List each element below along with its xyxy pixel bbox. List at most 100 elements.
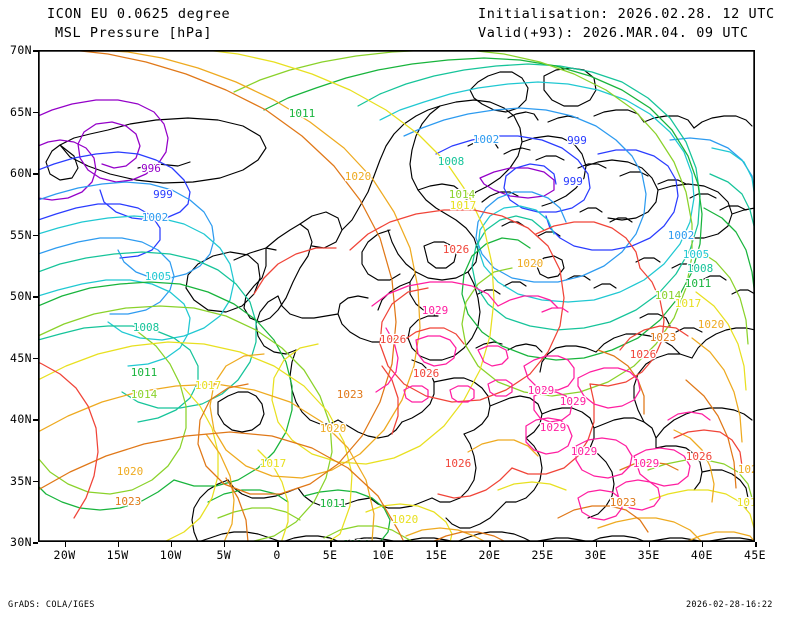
contour-label: 1017 xyxy=(675,297,702,310)
contour-label: 1020 xyxy=(738,463,755,476)
latitude-tick-label: 70N xyxy=(10,43,32,57)
contour-1008 xyxy=(38,63,755,423)
contour-1023 xyxy=(38,50,737,542)
longitude-tick-label: 5W xyxy=(216,548,232,562)
contour-label: 1029 xyxy=(560,395,587,408)
render-timestamp: 2026-02-28-16:22 xyxy=(686,600,773,610)
map-frame xyxy=(38,50,755,542)
contour-label: 1014 xyxy=(131,388,158,401)
contour-999 xyxy=(38,135,679,259)
latitude-tick-mark xyxy=(33,173,38,175)
contour-label: 1008 xyxy=(438,155,465,168)
contour-1020 xyxy=(38,50,755,542)
contour-label: 1011 xyxy=(131,366,158,379)
longitude-tick-label: 0 xyxy=(273,548,281,562)
longitude-tick-label: 20W xyxy=(53,548,76,562)
contour-label: 1017 xyxy=(195,379,222,392)
contour-label: 1026 xyxy=(686,450,713,463)
contour-label: 1029 xyxy=(571,445,598,458)
contour-label: 1017 xyxy=(737,496,755,509)
latitude-tick-label: 60N xyxy=(10,166,32,180)
contour-label: 1002 xyxy=(668,229,695,242)
longitude-tick-label: 10W xyxy=(159,548,182,562)
longitude-tick-mark xyxy=(648,542,651,547)
contour-1026 xyxy=(38,209,743,519)
longitude-tick-mark xyxy=(223,542,226,547)
longitude-tick-mark xyxy=(595,542,598,547)
contour-label: 1029 xyxy=(633,457,660,470)
longitude-tick-label: 45E xyxy=(744,548,766,562)
contour-label: 1023 xyxy=(610,496,637,509)
contour-label: 1017 xyxy=(450,199,477,212)
latitude-tick-label: 40N xyxy=(10,412,32,426)
contour-label: 1023 xyxy=(650,331,677,344)
longitude-tick-mark xyxy=(383,542,385,547)
longitude-tick-mark xyxy=(170,542,173,547)
latitude-tick-mark xyxy=(33,234,38,236)
longitude-tick-label: 40E xyxy=(690,548,713,562)
contour-label: 1026 xyxy=(413,367,440,380)
contour-label: 1023 xyxy=(337,388,364,401)
contour-label: 1026 xyxy=(443,243,470,256)
latitude-tick-label: 45N xyxy=(10,350,32,365)
contour-label: 1029 xyxy=(540,421,567,434)
latitude-tick-mark xyxy=(33,111,38,113)
coastlines-layer xyxy=(45,67,755,542)
contour-label: 1014 xyxy=(449,188,476,201)
contour-label: 1005 xyxy=(145,270,172,283)
contour-1005 xyxy=(38,81,755,367)
contour-label: 1026 xyxy=(445,457,472,470)
contour-label: 999 xyxy=(153,188,173,201)
longitude-tick-mark xyxy=(436,542,438,547)
contour-1014 xyxy=(38,50,753,542)
contour-label: 1008 xyxy=(133,321,160,334)
longitude-tick-label: 5E xyxy=(322,548,338,562)
contour-label: 1026 xyxy=(380,333,407,346)
contour-label: 1017 xyxy=(260,457,287,470)
longitude-tick-mark xyxy=(755,542,757,547)
contour-label: 1020 xyxy=(117,465,144,478)
field-title: MSL Pressure [hPa] xyxy=(55,25,213,41)
latitude-tick-label: 55N xyxy=(10,227,32,242)
latitude-tick-label: 50N xyxy=(10,289,32,303)
contour-label: 999 xyxy=(563,175,583,188)
grads-credit: GrADS: COLA/IGES xyxy=(8,600,95,610)
contour-layer xyxy=(38,50,755,542)
longitude-tick-label: 15W xyxy=(106,548,129,562)
contour-1011 xyxy=(38,57,755,542)
longitude-tick-mark xyxy=(489,542,491,547)
contour-label: 999 xyxy=(567,134,587,147)
longitude-tick-mark xyxy=(277,542,279,547)
contour-label: 1020 xyxy=(517,257,544,270)
contour-label: 1011 xyxy=(289,107,316,120)
longitude-tick-mark xyxy=(701,542,704,547)
contour-1002 xyxy=(38,107,755,315)
longitude-tick-mark xyxy=(542,542,545,547)
valid-time-text: Valid(+93): 2026.MAR.04. 09 UTC xyxy=(478,25,749,41)
contour-label: 1002 xyxy=(473,133,500,146)
contour-label: 1008 xyxy=(687,262,714,275)
longitude-tick-label: 15E xyxy=(425,548,448,562)
contour-label: 1011 xyxy=(320,497,347,510)
longitude-tick-mark xyxy=(64,542,67,547)
contour-label: 1011 xyxy=(685,277,712,290)
contour-label: 1020 xyxy=(345,170,372,183)
longitude-tick-label: 30E xyxy=(584,548,607,562)
contour-label: 1020 xyxy=(698,318,725,331)
longitude-tick-label: 10E xyxy=(372,548,395,562)
pressure-contour-map: 996 999 1002 1005 1008 1011 1014 1011 1002 999 100… xyxy=(38,50,755,542)
contour-996 xyxy=(38,99,555,201)
contour-label: 1029 xyxy=(422,304,449,317)
latitude-tick-mark xyxy=(33,357,38,359)
contour-label: 1026 xyxy=(630,348,657,361)
contour-label: 1005 xyxy=(683,248,710,261)
contour-label: 1014 xyxy=(343,538,370,542)
longitude-tick-mark xyxy=(117,542,120,547)
longitude-tick-label: 20E xyxy=(478,548,501,562)
latitude-tick-label: 65N xyxy=(10,104,32,119)
latitude-tick-mark xyxy=(33,480,38,482)
latitude-tick-mark xyxy=(33,419,38,421)
latitude-tick-label: 35N xyxy=(10,473,32,488)
